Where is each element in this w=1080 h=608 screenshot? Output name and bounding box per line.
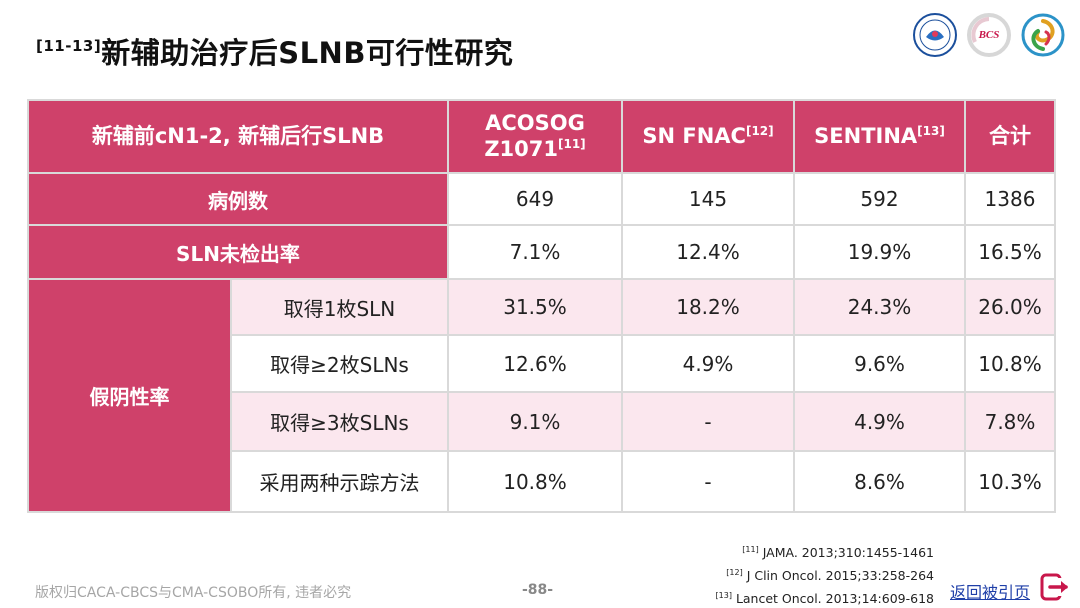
table-cell: 1386 <box>964 172 1056 226</box>
header-snfnac-ref: [12] <box>745 123 774 138</box>
page-number: -88- <box>522 582 554 598</box>
table-cell: 16.5% <box>964 224 1056 280</box>
table-cell: 592 <box>793 172 966 226</box>
back-link[interactable]: 返回被引页 <box>950 583 1031 602</box>
return-arrow-icon[interactable] <box>1040 572 1072 602</box>
results-table: 新辅前cN1-2, 新辅后行SLNB ACOSOG Z1071[11] SN F… <box>27 99 1056 513</box>
references: [11] JAMA. 2013;310:1455-1461 [12] J Cli… <box>716 542 934 608</box>
row-label-sln-missed: SLN未检出率 <box>27 224 449 280</box>
header-cohort: 新辅前cN1-2, 新辅后行SLNB <box>27 99 449 174</box>
table-row: 病例数 649 145 592 1386 <box>27 172 1056 226</box>
table-cell: 10.3% <box>964 450 1056 513</box>
title-text: 新辅助治疗后SLNB可行性研究 <box>101 36 514 70</box>
table-row: 采用两种示踪方法 10.8% - 8.6% 10.3% <box>28 450 1056 513</box>
table-cell: 26.0% <box>964 278 1056 336</box>
header-acosog-line1: ACOSOG <box>485 111 585 136</box>
table-cell: 145 <box>621 172 795 226</box>
row-label-cases: 病例数 <box>27 172 449 226</box>
table-cell: 10.8% <box>447 450 623 513</box>
swirl-icon <box>1021 13 1065 57</box>
header-total-label: 合计 <box>989 123 1031 148</box>
reference-number: [12] <box>726 568 743 577</box>
table-cell: - <box>621 450 795 513</box>
table-cell: 18.2% <box>621 278 795 336</box>
table-cell: 12.6% <box>447 334 623 393</box>
reference-text: Lancet Oncol. 2013;14:609-618 <box>735 591 934 606</box>
header-sentina: SENTINA[13] <box>793 99 966 174</box>
table-row: SLN未检出率 7.1% 12.4% 19.9% 16.5% <box>27 224 1056 280</box>
row-sublabel: 取得1枚SLN <box>230 278 449 336</box>
table-cell: 8.6% <box>793 450 966 513</box>
header-total: 合计 <box>964 99 1056 174</box>
caca-logo <box>912 12 958 58</box>
reference-number: [13] <box>715 591 732 600</box>
reference-text: JAMA. 2013;310:1455-1461 <box>762 545 934 560</box>
bcs-logo-text: BCS <box>978 29 1000 41</box>
row-sublabel: 取得≥2枚SLNs <box>230 334 449 393</box>
page-title: [11-13]新辅助治疗后SLNB可行性研究 <box>36 30 513 72</box>
row-label-fnr: 假阴性率 <box>27 278 232 513</box>
header-acosog-ref: [11] <box>558 136 586 151</box>
table-cell: 4.9% <box>793 391 966 452</box>
header-snfnac: SN FNAC[12] <box>621 99 795 174</box>
reference-number: [11] <box>742 545 759 554</box>
cso-logo <box>1020 12 1066 58</box>
reference-item: [11] JAMA. 2013;310:1455-1461 <box>716 542 934 565</box>
table-cell: 10.8% <box>964 334 1056 393</box>
table-cell: - <box>621 391 795 452</box>
header-cohort-label: 新辅前cN1-2, 新辅后行SLNB <box>91 123 385 148</box>
copyright-notice: 版权归CACA-CBCS与CMA-CSOBO所有, 违者必究 <box>35 585 352 601</box>
table-cell: 7.1% <box>447 224 623 280</box>
table-row: 假阴性率 取得1枚SLN 31.5% 18.2% 24.3% 26.0% <box>27 278 1056 513</box>
header-acosog: ACOSOG Z1071[11] <box>447 99 623 174</box>
table-cell: 19.9% <box>793 224 966 280</box>
table-cell: 7.8% <box>964 391 1056 452</box>
table-cell: 31.5% <box>447 278 623 336</box>
row-sublabel: 采用两种示踪方法 <box>230 450 449 513</box>
header-acosog-line2: Z1071 <box>484 136 558 161</box>
row-sublabel: 取得≥3枚SLNs <box>230 391 449 452</box>
table-row: 取得≥3枚SLNs 9.1% - 4.9% 7.8% <box>28 391 1056 452</box>
table-cell: 12.4% <box>621 224 795 280</box>
table-cell: 9.6% <box>793 334 966 393</box>
reference-item: [12] J Clin Oncol. 2015;33:258-264 <box>716 565 934 588</box>
reference-text: J Clin Oncol. 2015;33:258-264 <box>746 568 934 583</box>
table-cell: 24.3% <box>793 278 966 336</box>
bcs-logo: BCS <box>966 12 1012 58</box>
reference-item: [13] Lancet Oncol. 2013;14:609-618 <box>716 588 934 608</box>
header-snfnac-label: SN FNAC <box>642 123 746 148</box>
bcs-ring-icon <box>967 13 1011 57</box>
title-reference: [11-13] <box>36 37 102 55</box>
header-sentina-label: SENTINA <box>814 123 918 148</box>
header-sentina-ref: [13] <box>917 123 945 138</box>
logo-group: BCS <box>912 12 1066 58</box>
table-cell: 4.9% <box>621 334 795 393</box>
table-header-row: 新辅前cN1-2, 新辅后行SLNB ACOSOG Z1071[11] SN F… <box>27 99 1056 174</box>
table-cell: 9.1% <box>447 391 623 452</box>
table-row: 取得≥2枚SLNs 12.6% 4.9% 9.6% 10.8% <box>28 334 1056 393</box>
table-cell: 649 <box>447 172 623 226</box>
circular-seal-icon <box>913 13 957 57</box>
